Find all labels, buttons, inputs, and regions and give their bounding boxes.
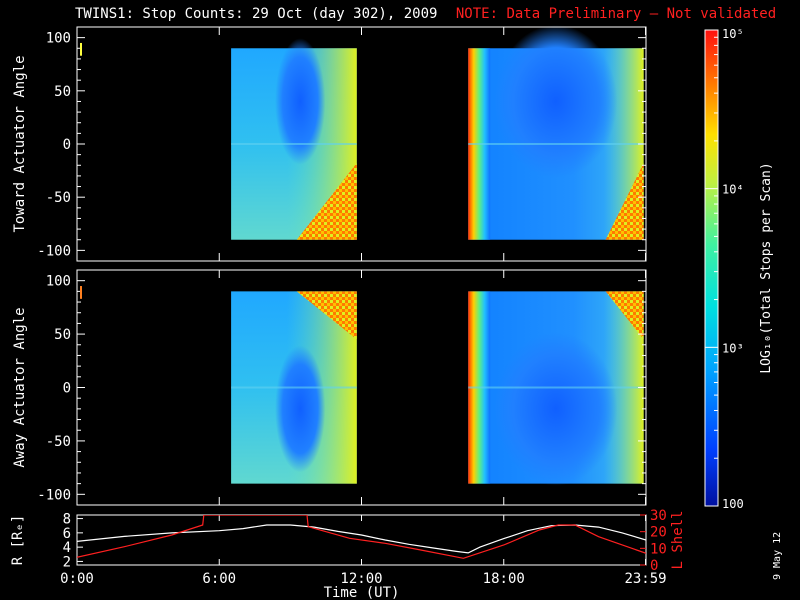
y-tick-label-right: 0 [650, 558, 658, 574]
colorbar [704, 29, 719, 507]
title-row: TWINS1: Stop Counts: 29 Oct (day 302), 2… [75, 6, 776, 22]
colorbar-tick-label: 10⁵ [722, 27, 744, 41]
y-tick-label: 4 [63, 540, 71, 556]
y-tick-label: 100 [46, 274, 71, 290]
y-tick-label-right: 30 [650, 508, 667, 524]
y-tick-label: 0 [63, 137, 71, 153]
heatmap-low-region [494, 24, 618, 179]
heatmap-saturated-corner [296, 163, 357, 240]
x-tick-label: 12:00 [340, 571, 382, 587]
y-axis-label-away: Away Actuator Angle [12, 307, 28, 467]
colorbar-tick-label: 10⁴ [722, 183, 744, 197]
colorbar-tick-label: 100 [722, 497, 744, 511]
series-r-line [77, 524, 646, 554]
date-stamp: 9 May 12 [772, 531, 783, 580]
heatmap-low-region [275, 38, 326, 165]
y-tick-label: 6 [63, 526, 71, 542]
y-tick-label: -100 [37, 487, 71, 503]
y-tick-label-right: 20 [650, 525, 667, 541]
heatmap-saturated-corner [605, 163, 644, 240]
y-tick-label: 100 [46, 31, 71, 47]
heatmap-layer [231, 24, 644, 486]
y-tick-label: -100 [37, 243, 71, 259]
orbit-right-label: L Shell [670, 510, 686, 569]
y-tick-label: 50 [54, 327, 71, 343]
y-axis-label-toward: Toward Actuator Angle [12, 55, 28, 232]
y-tick-label: -50 [46, 434, 71, 450]
colorbar-label: LOG₁₀(Total Stops per Scan) [759, 162, 774, 373]
heatmap-saturated-corner [605, 291, 644, 340]
heatmap-saturated-corner [296, 291, 357, 340]
heatmap-block [468, 291, 644, 486]
lines-layer [77, 515, 646, 559]
heatmap-block [231, 291, 357, 484]
x-axis-label: Time (UT) [324, 585, 400, 600]
x-tick-label: 0:00 [60, 571, 94, 587]
y-tick-label: 2 [63, 554, 71, 570]
x-tick-label: 23:59 [624, 571, 666, 587]
heatmap-block [468, 24, 644, 240]
colorbar-tick-label: 10³ [722, 341, 744, 355]
heatmap-low-region [275, 345, 326, 473]
y-tick-label-right: 10 [650, 541, 667, 557]
y-tick-label: 0 [63, 381, 71, 397]
heatmap-low-region [494, 331, 618, 486]
heatmap-block [231, 38, 357, 240]
y-tick-label: 50 [54, 84, 71, 100]
x-tick-label: 6:00 [202, 571, 236, 587]
x-tick-label: 18:00 [483, 571, 525, 587]
series-lshell-line [77, 515, 646, 559]
y-tick-label: -50 [46, 190, 71, 206]
preliminary-note: NOTE: Data Preliminary – Not validated [455, 6, 777, 22]
orbit-left-label: R [Rₑ] [10, 515, 26, 566]
y-tick-label: 8 [63, 512, 71, 528]
plot-title: TWINS1: Stop Counts: 29 Oct (day 302), 2… [75, 6, 438, 22]
